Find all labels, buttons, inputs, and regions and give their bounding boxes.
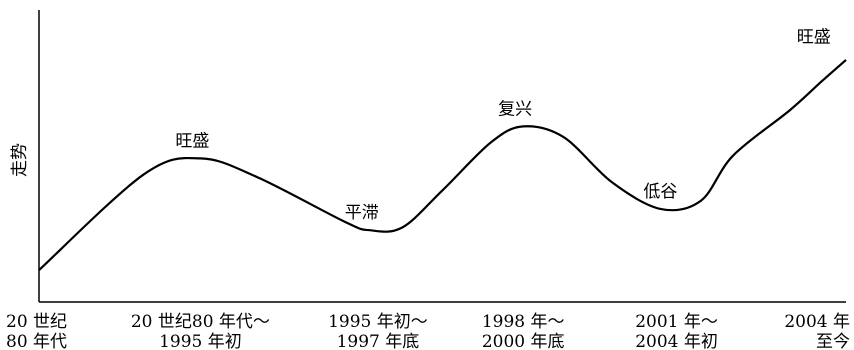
x-tick-label-5-line-0: 2004 年 [784, 312, 850, 332]
x-tick-label-4-line-0: 2001 年～ [635, 312, 718, 332]
series-layer [38, 59, 847, 271]
x-tick-label-2-line-1: 1997 年底 [337, 332, 420, 350]
x-tick-label-5-line-1: 至今 [816, 332, 850, 350]
x-tick-label-2-line-0: 1995 年初～ [328, 312, 428, 332]
phase-label-3: 低谷 [643, 182, 677, 202]
x-tick-label-1-line-1: 1995 年初 [159, 332, 242, 350]
phase-label-4: 旺盛 [797, 28, 831, 48]
x-tick-label-3-line-1: 2000 年底 [482, 332, 565, 350]
trend-line [38, 59, 847, 271]
y-axis-label: 走势 [10, 143, 30, 177]
phase-label-1: 平滞 [345, 203, 379, 223]
phase-label-2: 复兴 [498, 99, 532, 119]
phase-label-0: 旺盛 [175, 131, 209, 151]
x-tick-label-1-line-0: 20 世纪80 年代～ [131, 312, 270, 332]
axes [38, 10, 846, 303]
x-tick-label-0-line-1: 80 年代 [6, 332, 67, 350]
x-tick-labels: 20 世纪80 年代 20 世纪80 年代～1995 年初 1995 年初～1997… [6, 312, 850, 350]
x-tick-label-3-line-0: 1998 年～ [482, 312, 565, 332]
x-tick-label-4-line-1: 2004 年初 [635, 332, 718, 350]
x-tick-label-0-line-0: 20 世纪 [6, 312, 67, 332]
